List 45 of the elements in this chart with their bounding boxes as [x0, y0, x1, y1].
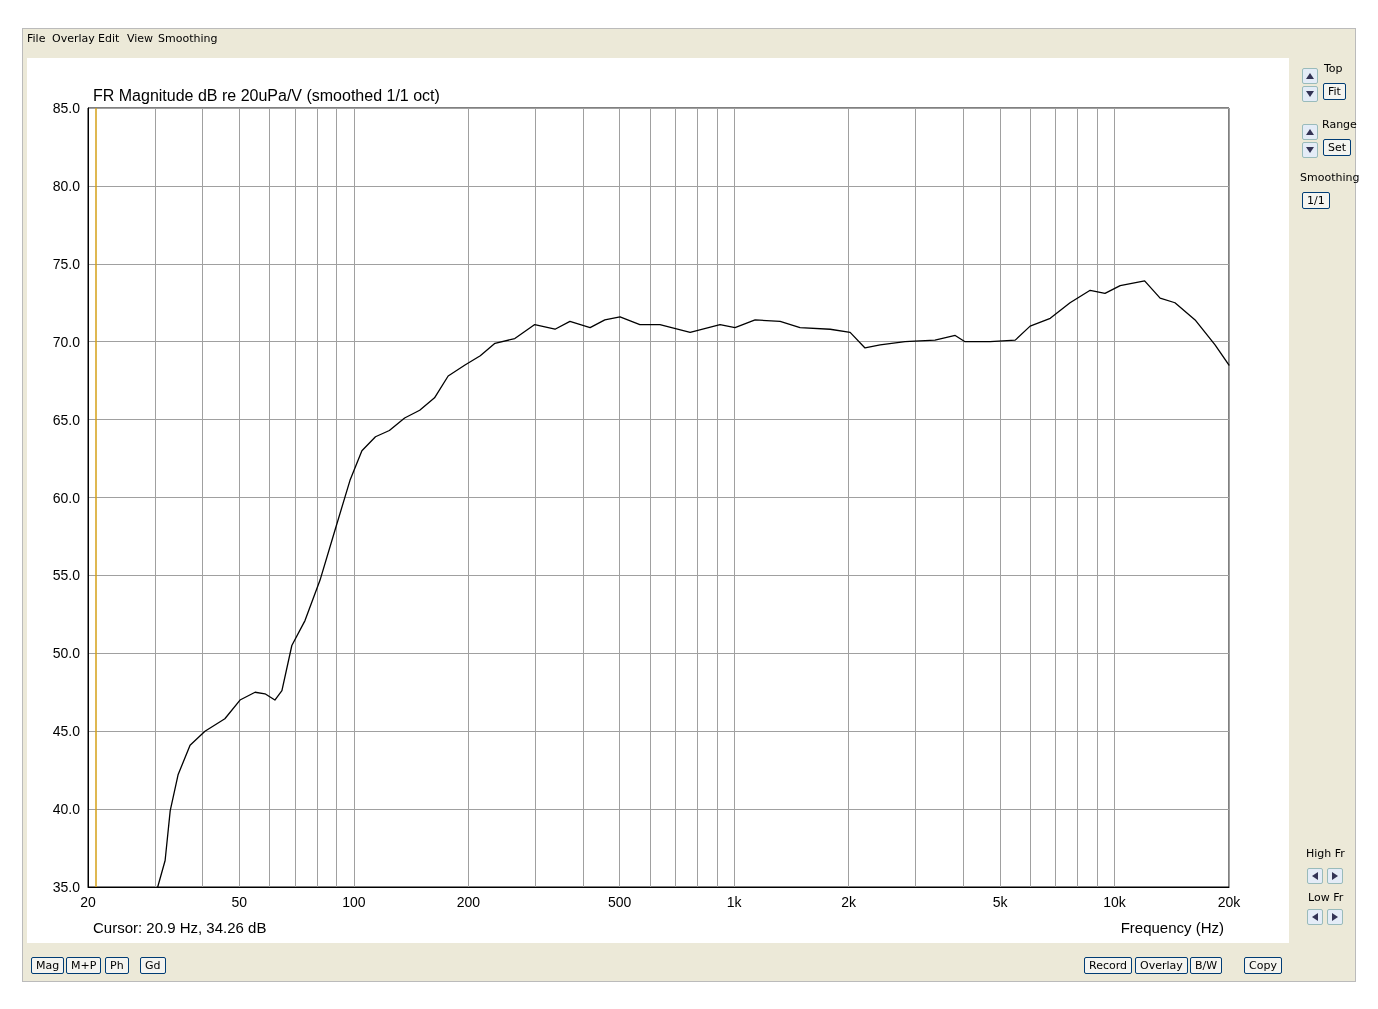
button: Mag: [31, 957, 65, 974]
button: Record: [1084, 957, 1132, 974]
x-tick-label: 2k: [841, 894, 858, 910]
x-tick-label: 1k: [726, 894, 743, 910]
text: Top: [1324, 62, 1343, 75]
button: M+P: [66, 957, 102, 974]
y-tick-label: 60.0: [52, 489, 81, 506]
text: File: [27, 32, 46, 45]
button: B/W: [1190, 957, 1223, 974]
set-button: Set: [1323, 139, 1352, 156]
y-tick-label: 50.0: [52, 645, 81, 662]
x-tick-label: 20k: [1217, 894, 1242, 910]
chart-title: FR Magnitude dB re 20uPa/V (smoothed 1/1 oct): [93, 86, 440, 104]
x-tick-label: 20: [80, 894, 96, 910]
x-tick-label: 5k: [992, 894, 1009, 910]
text: High Fr: [1306, 847, 1345, 860]
y-tick-label: 80.0: [52, 177, 81, 194]
x-tick-label: 200: [456, 894, 481, 910]
x-tick-label: 10k: [1103, 894, 1127, 910]
text: Overlay: [52, 32, 95, 45]
y-tick-label: 85.0: [52, 100, 81, 116]
button: Copy: [1244, 957, 1282, 974]
text: Smoothing: [1300, 171, 1360, 184]
button: Ph: [105, 957, 129, 974]
fit-button: Fit: [1323, 83, 1346, 100]
text: Smoothing: [158, 32, 218, 45]
y-tick-label: 35.0: [52, 879, 81, 895]
text: Edit: [98, 32, 120, 45]
y-tick-label: 55.0: [52, 567, 81, 584]
y-tick-label: 70.0: [52, 333, 81, 350]
y-tick-label: 75.0: [52, 255, 81, 272]
text: Low Fr: [1308, 891, 1344, 904]
text: Range: [1322, 118, 1357, 131]
x-tick-label: 500: [608, 894, 632, 910]
y-tick-label: 65.0: [52, 411, 81, 428]
x-tick-label: 50: [231, 894, 248, 910]
text: View: [127, 32, 154, 45]
button: Overlay: [1135, 957, 1188, 974]
x-axis-title: Frequency (Hz): [1120, 919, 1224, 936]
x-tick-label: 100: [342, 894, 366, 910]
y-tick-label: 40.0: [52, 801, 81, 818]
button: Gd: [140, 957, 166, 974]
text: Cursor: 20.9 Hz, 34.26 dB: [93, 919, 267, 936]
smoothing-field: 1/1: [1302, 192, 1330, 209]
y-tick-label: 45.0: [52, 723, 81, 740]
